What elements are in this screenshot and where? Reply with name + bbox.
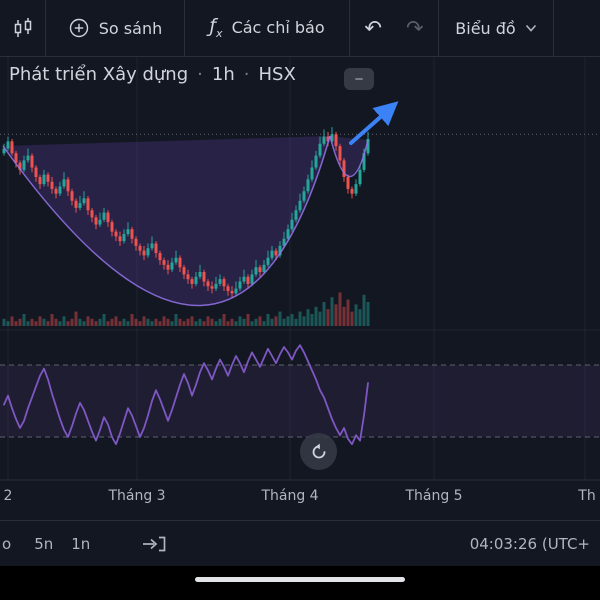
reload-chart-button[interactable] [300,433,337,470]
candlestick-icon [14,18,31,37]
time-axis-label: Tháng 4 [261,488,319,504]
indicators-button[interactable]: ƒx Các chỉ báo [205,17,328,39]
undo-icon: ↶ [364,15,382,40]
home-strip [0,566,600,600]
toolbar-separator [45,0,46,56]
reload-icon [312,443,325,458]
time-axis-label: 2 [3,488,13,504]
home-indicator-bar[interactable] [195,577,405,582]
compare-button[interactable]: So sánh [64,17,166,39]
goto-date-button[interactable] [135,533,173,555]
legend-separator: · [197,64,203,85]
chart-layout-label: Biểu đồ [455,18,516,38]
chevron-down-icon [525,24,536,32]
redo-button[interactable]: ↷ [402,15,428,40]
fx-indicator-icon: ƒx [209,15,223,40]
redo-icon: ↷ [406,15,424,40]
time-axis-label: Tháng 3 [108,488,166,504]
toolbar-separator [349,0,350,56]
exchange-label: HSX [258,64,296,85]
toolbar-separator [553,0,554,56]
plus-circle-icon [69,18,88,38]
undo-button[interactable]: ↶ [360,15,386,40]
server-clock[interactable]: 04:03:26 (UTC+ [469,534,590,553]
top-toolbar: So sánh ƒx Các chỉ báo ↶ ↷ Biểu đồ [0,0,600,57]
indicators-label: Các chỉ báo [231,18,325,38]
toolbar-separator [184,0,185,56]
timeframe-5d-button[interactable]: 5n [25,529,62,559]
timeframe-1d-button[interactable]: 1n [62,529,99,559]
goto-date-icon [143,536,166,551]
time-axis[interactable]: 2 Tháng 3 Tháng 4 Tháng 5 Th [0,481,600,519]
time-axis-label: Th [578,488,596,504]
minus-icon: − [354,70,364,88]
compare-label: So sánh [98,18,163,38]
chart-legend[interactable]: Phát triển Xây dựng · 1h · HSX [9,64,296,85]
timeframe-cutoff-label[interactable]: o [2,534,12,553]
collapse-legend-button[interactable]: − [344,68,374,90]
time-axis-label: Tháng 5 [405,488,463,504]
toolbar-separator [438,0,439,56]
interval-label[interactable]: 1h [211,64,235,85]
chart-style-button[interactable] [7,16,39,40]
legend-separator: · [243,64,250,85]
symbol-name[interactable]: Phát triển Xây dựng [9,64,189,85]
chart-layout-button[interactable]: Biểu đồ [451,19,540,38]
bottom-toolbar: o 5n 1n 04:03:26 (UTC+ [0,520,600,566]
